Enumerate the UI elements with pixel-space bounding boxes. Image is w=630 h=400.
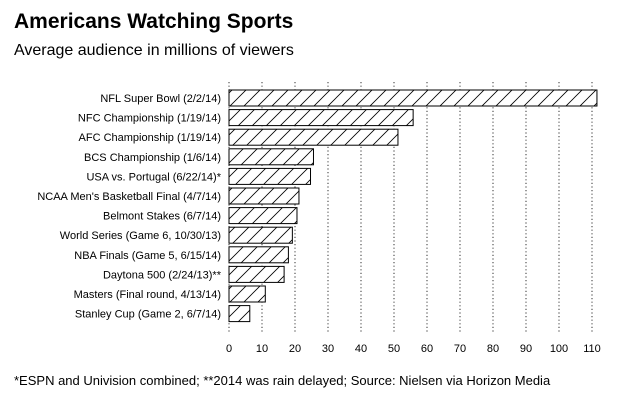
bar [228, 109, 414, 127]
category-label: AFC Championship (1/19/14) [79, 132, 221, 144]
x-tick-label: 100 [550, 343, 568, 355]
x-tick-label: 60 [421, 343, 433, 355]
x-tick-label: 0 [226, 343, 232, 355]
category-label: USA vs. Portugal (6/22/14)* [86, 171, 221, 183]
category-label: Belmont Stakes (6/7/14) [103, 211, 221, 223]
bar [228, 207, 298, 225]
bar [228, 265, 285, 283]
bar [228, 167, 312, 185]
x-tick-label: 80 [487, 343, 499, 355]
bar [228, 128, 399, 146]
category-label: World Series (Game 6, 10/30/13) [60, 230, 221, 242]
x-tick-label: 10 [256, 343, 268, 355]
x-tick-label: 30 [322, 343, 334, 355]
bar [228, 305, 251, 323]
chart-title: Americans Watching Sports [14, 10, 294, 33]
bar [228, 285, 266, 303]
x-tick-label: 90 [520, 343, 532, 355]
category-label: NBA Finals (Game 5, 6/15/14) [74, 250, 221, 262]
bar [228, 226, 293, 244]
category-label: Daytona 500 (2/24/13)** [103, 269, 222, 281]
footnote: *ESPN and Univision combined; **2014 was… [14, 373, 551, 388]
category-label: Stanley Cup (Game 2, 6/7/14) [75, 309, 221, 321]
x-tick-label: 110 [583, 343, 601, 355]
category-label: NFL Super Bowl (2/2/14) [100, 93, 221, 105]
bar [228, 89, 598, 107]
x-tick-label: 50 [388, 343, 400, 355]
category-label: BCS Championship (1/6/14) [84, 152, 221, 164]
x-tick-label: 70 [454, 343, 466, 355]
bar-chart: NFL Super Bowl (2/2/14) NFC Championship … [37, 82, 601, 355]
x-tick-label: 40 [355, 343, 367, 355]
category-label: Masters (Final round, 4/13/14) [74, 289, 221, 301]
category-label: NCAA Men's Basketball Final (4/7/14) [37, 191, 221, 203]
bar [228, 148, 314, 166]
x-tick-label: 20 [289, 343, 301, 355]
category-label: NFC Championship (1/19/14) [78, 113, 221, 125]
chart-subtitle: Average audience in millions of viewers [14, 42, 294, 59]
bar [228, 187, 300, 205]
bar [228, 246, 289, 264]
